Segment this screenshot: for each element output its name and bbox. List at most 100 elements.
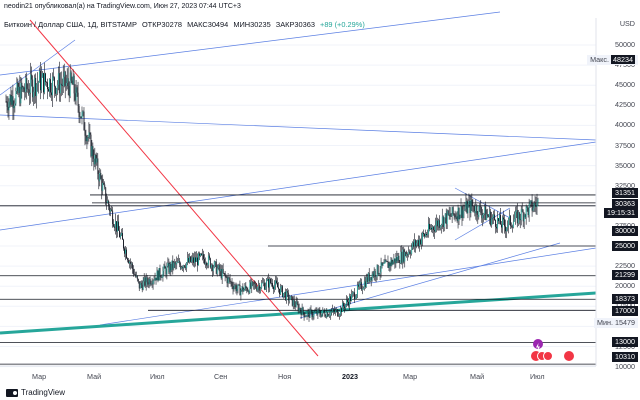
candle-down	[118, 221, 120, 231]
candle-down	[168, 262, 170, 273]
candle-up	[227, 277, 229, 284]
candle-down	[235, 285, 237, 292]
level-label-31351: 31351	[612, 188, 638, 198]
candle-up	[187, 257, 189, 263]
candle-up	[305, 316, 307, 317]
candle-up	[213, 261, 215, 268]
candle-up	[417, 240, 419, 243]
candle-down	[134, 274, 136, 277]
candle-down	[287, 292, 289, 301]
candle-up	[161, 277, 163, 278]
flag-event-icon[interactable]	[564, 351, 574, 361]
candle-down	[131, 263, 133, 269]
candle-up	[478, 205, 480, 218]
candle-down	[47, 82, 48, 90]
candle-up	[441, 216, 443, 225]
candle-down	[111, 209, 113, 211]
candle-up	[312, 315, 314, 318]
candle-down	[370, 277, 372, 281]
candle-down	[418, 240, 420, 246]
economic-event-icon[interactable]	[531, 351, 541, 361]
candle-up	[16, 82, 18, 92]
candle-up	[493, 214, 495, 218]
candle-up	[342, 303, 344, 312]
candle-up	[459, 215, 461, 220]
candle-down	[100, 172, 102, 179]
lightning-icon[interactable]	[533, 339, 543, 351]
candle-down	[197, 257, 198, 266]
tradingview-logo[interactable]: TradingView	[6, 388, 65, 397]
candle-down	[114, 226, 116, 228]
candle-down	[51, 92, 52, 96]
candle-up	[18, 86, 20, 93]
symbol-name[interactable]: Биткоин / Доллар США, 1Д, BITSTAMP	[4, 20, 137, 29]
candle-down	[203, 258, 205, 264]
candle-up	[314, 312, 316, 313]
ohlc-open: ОТКР30278	[141, 20, 182, 29]
candle-up	[72, 75, 74, 85]
candle-down	[481, 213, 483, 219]
candle-up	[171, 260, 173, 271]
candle-down	[291, 296, 293, 306]
candle-up	[326, 312, 328, 318]
economic-event-icon[interactable]	[543, 351, 553, 361]
candle-down	[348, 301, 349, 306]
candle-up	[295, 301, 297, 307]
candle-down	[410, 253, 412, 254]
candle-up	[463, 209, 465, 211]
candle-down	[109, 206, 111, 212]
candle-down	[381, 262, 383, 266]
candle-up	[448, 213, 450, 215]
candle-up	[395, 257, 397, 264]
candle-up	[96, 158, 98, 163]
candle-up	[265, 286, 267, 290]
price-tick: 17500	[612, 301, 638, 311]
candle-down	[284, 292, 286, 300]
price-tick: 20000	[615, 281, 635, 291]
candle-up	[130, 263, 132, 265]
ohlc-high: МАКС30494	[187, 20, 229, 29]
candle-down	[409, 251, 411, 254]
candle-down	[518, 212, 520, 219]
candle-up	[497, 218, 499, 229]
candle-up	[29, 92, 31, 95]
candle-up	[416, 242, 418, 246]
candle-down	[205, 262, 207, 266]
candle-up	[507, 226, 508, 229]
candle-up	[440, 224, 442, 227]
candle-up	[529, 201, 531, 205]
candle-up	[483, 213, 485, 216]
candle-up	[158, 268, 160, 281]
candle-down	[98, 173, 100, 182]
candle-down	[343, 303, 345, 307]
candle-up	[421, 239, 423, 245]
candle-up	[313, 312, 315, 316]
candle-up	[355, 297, 356, 300]
candle-up	[125, 249, 126, 254]
candle-up	[194, 257, 196, 263]
candle-down	[310, 309, 312, 311]
candle-up	[37, 83, 39, 85]
candle-up	[243, 289, 245, 292]
trend-line-blue	[99, 247, 597, 326]
candle-down	[319, 310, 321, 315]
candle-down	[516, 210, 518, 224]
candle-down	[245, 285, 247, 289]
candle-up	[62, 76, 64, 87]
candle-up	[110, 209, 112, 212]
candle-up	[491, 218, 493, 225]
candle-up	[451, 207, 453, 217]
candle-down	[180, 264, 182, 269]
candle-up	[425, 233, 426, 237]
level-label-21299: 21299	[612, 270, 638, 280]
candle-down	[323, 309, 325, 313]
candle-down	[264, 282, 266, 290]
candle-up	[464, 208, 466, 210]
candle-down	[299, 307, 301, 311]
candle-down	[159, 268, 161, 277]
candle-down	[85, 135, 87, 142]
candle-down	[311, 310, 313, 318]
candle-up	[66, 78, 68, 84]
level-label-30000: 30000	[612, 226, 638, 236]
